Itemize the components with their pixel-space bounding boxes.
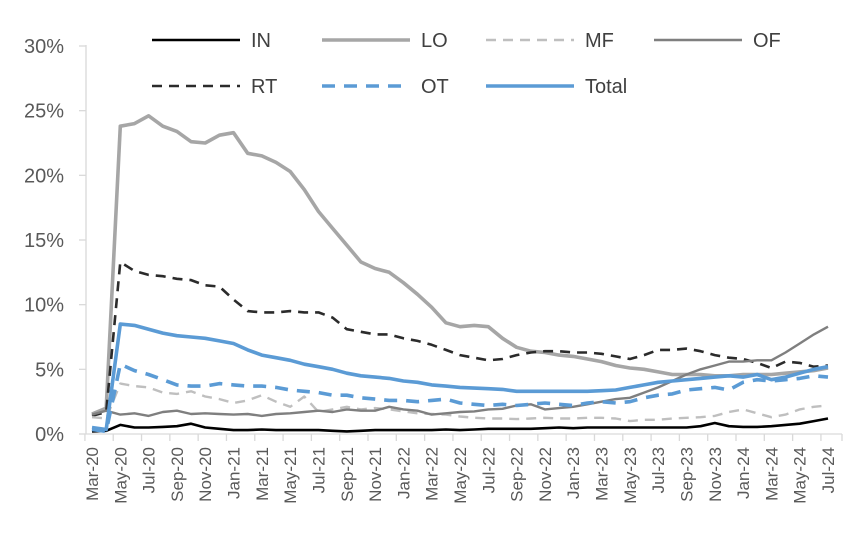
legend-label-mf: MF (585, 30, 614, 52)
x-axis-tick-label: Jul-24 (819, 447, 838, 493)
series-line-of (91, 325, 829, 418)
x-axis-tick-label: Jan-23 (564, 447, 583, 499)
x-axis-tick-label: Jul-23 (649, 447, 668, 493)
x-axis-tick-label: Jan-21 (225, 447, 244, 499)
legend-item-ot: OT (322, 76, 449, 98)
legend: IN LO MF OF RT OT Total (152, 30, 781, 98)
x-axis-tick-label: Nov-23 (706, 447, 725, 502)
y-axis-tick-label: 30% (24, 36, 64, 58)
legend-label-ot: OT (421, 76, 449, 98)
x-axis-tick-label: Mar-23 (593, 447, 612, 501)
x-axis-tick-label: May-22 (451, 447, 470, 504)
legend-label-in: IN (251, 30, 271, 52)
y-axis-tick-label: 15% (24, 230, 64, 252)
series-line-in (91, 417, 829, 433)
x-axis-tick-label: Mar-24 (762, 447, 781, 501)
x-axis-tick-label: May-24 (791, 447, 810, 504)
legend-item-of: OF (654, 30, 781, 52)
plot-lines (91, 114, 829, 434)
legend-item-lo: LO (322, 30, 448, 52)
legend-item-total: Total (486, 76, 627, 98)
x-axis-tick-label: Mar-22 (423, 447, 442, 501)
legend-label-of: OF (753, 30, 781, 52)
axes: 0% 5% 10% 15% 20% 25% 30% Mar-20 May-20 Jul-20 Sep… (24, 36, 843, 504)
series-line-ot (91, 362, 829, 434)
x-axis-tick-label: Sep-22 (508, 447, 527, 502)
x-axis-tick-label: Sep-20 (168, 447, 187, 502)
x-axis-tick-label: Nov-22 (536, 447, 555, 502)
legend-label-total: Total (585, 76, 627, 98)
series-line-rt (91, 260, 829, 418)
y-axis-tick-label: 5% (35, 359, 64, 381)
y-axis-tick-label: 25% (24, 101, 64, 123)
x-axis-tick-label: Jul-21 (309, 447, 328, 493)
y-axis-tick-label: 0% (35, 424, 64, 446)
legend-item-in: IN (152, 30, 271, 52)
y-axis-tick-label: 10% (24, 295, 64, 317)
x-axis-tick-label: Nov-20 (196, 447, 215, 502)
legend-item-rt: RT (152, 76, 277, 98)
x-axis-tick-label: Mar-20 (83, 447, 102, 501)
legend-item-mf: MF (486, 30, 614, 52)
series-line-mf (91, 382, 829, 423)
legend-label-rt: RT (251, 76, 277, 98)
y-axis-tick-label: 20% (24, 165, 64, 187)
legend-label-lo: LO (421, 30, 448, 52)
x-axis-tick-label: Jul-20 (140, 447, 159, 493)
x-axis-tick-label: Sep-21 (338, 447, 357, 502)
x-axis-tick-label: Sep-23 (677, 447, 696, 502)
series-line-total (91, 322, 829, 432)
x-axis-tick-label: Jan-22 (394, 447, 413, 499)
x-axis-tick-label: Jul-22 (479, 447, 498, 493)
series-line-lo (91, 114, 829, 416)
x-axis-tick-label: Nov-21 (366, 447, 385, 502)
x-axis-tick-label: Mar-21 (253, 447, 272, 501)
x-axis-tick-label: May-21 (281, 447, 300, 504)
x-axis-tick-label: May-23 (621, 447, 640, 504)
x-axis-tick-label: Jan-24 (734, 447, 753, 499)
x-axis-tick-label: May-20 (111, 447, 130, 504)
